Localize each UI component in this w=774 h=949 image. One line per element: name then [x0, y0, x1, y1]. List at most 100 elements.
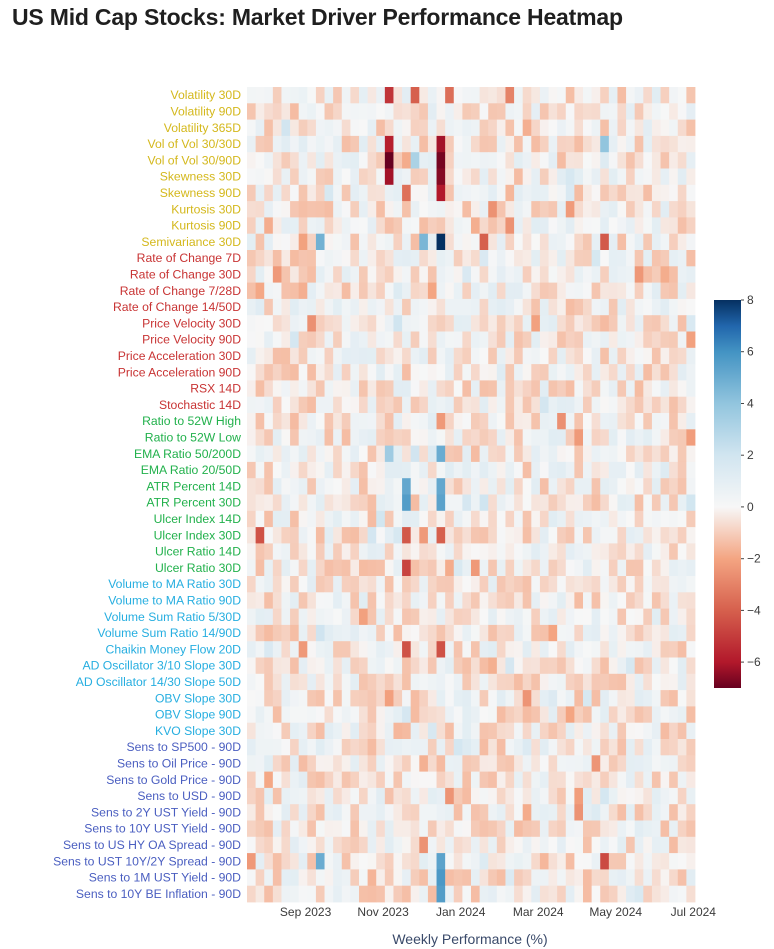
heatmap-cell — [651, 266, 661, 283]
heatmap-cell — [247, 331, 257, 349]
heatmap-cell — [402, 478, 412, 495]
heatmap-cell — [583, 853, 593, 870]
heatmap-cell — [281, 820, 291, 838]
heatmap-cell — [255, 233, 265, 251]
heatmap-cell — [341, 217, 351, 235]
heatmap-cell — [531, 885, 541, 903]
heatmap-cell — [591, 787, 601, 805]
heatmap-cell — [453, 673, 463, 691]
heatmap-cell — [651, 152, 661, 169]
heatmap-cell — [634, 690, 644, 707]
heatmap-cell — [247, 282, 257, 300]
heatmap-cell — [307, 250, 317, 267]
heatmap-cell — [307, 152, 317, 169]
row-label: Vol of Vol 30/30D — [147, 137, 241, 151]
heatmap-cell — [419, 445, 429, 463]
heatmap-cell — [617, 103, 627, 120]
heatmap-cell — [522, 722, 532, 740]
heatmap-cell — [651, 119, 661, 137]
heatmap-cell — [410, 298, 420, 316]
heatmap-cell — [505, 168, 515, 186]
heatmap-cell — [626, 331, 636, 349]
heatmap-cell — [479, 233, 489, 251]
heatmap-cell — [445, 119, 455, 137]
heatmap-cell — [660, 478, 670, 495]
heatmap-cell — [419, 217, 429, 235]
heatmap-cell — [643, 119, 653, 137]
heatmap-cell — [471, 608, 481, 626]
heatmap-cell — [272, 494, 282, 512]
heatmap-cell — [462, 152, 472, 169]
heatmap-cell — [677, 233, 687, 251]
heatmap-cell — [393, 152, 403, 169]
heatmap-cell — [531, 233, 541, 251]
heatmap-cell — [324, 347, 334, 365]
heatmap-cell — [255, 461, 265, 479]
heatmap-cell — [384, 103, 394, 120]
heatmap-cell — [617, 869, 627, 887]
heatmap-cell — [583, 510, 593, 528]
heatmap-cell — [660, 592, 670, 609]
heatmap-cell — [583, 706, 593, 724]
heatmap-cell — [496, 364, 506, 381]
heatmap-cell — [608, 673, 618, 691]
heatmap-cell — [272, 510, 282, 528]
heatmap-cell — [574, 201, 584, 218]
heatmap-cell — [376, 853, 386, 870]
heatmap-cell — [583, 315, 593, 332]
heatmap-cell — [539, 869, 549, 887]
heatmap-cell — [505, 690, 515, 707]
heatmap-cell — [471, 787, 481, 805]
heatmap-cell — [565, 478, 575, 495]
heatmap-cell — [436, 233, 446, 251]
heatmap-cell — [376, 347, 386, 365]
heatmap-cell — [565, 706, 575, 724]
heatmap-cell — [307, 135, 317, 153]
heatmap-cell — [264, 461, 274, 479]
heatmap-cell — [626, 429, 636, 446]
heatmap-cell — [574, 396, 584, 414]
heatmap-cell — [315, 510, 325, 528]
heatmap-cell — [574, 885, 584, 903]
heatmap-cell — [471, 885, 481, 903]
heatmap-cell — [514, 413, 524, 430]
heatmap-cell — [617, 119, 627, 137]
heatmap-cell — [686, 722, 696, 740]
heatmap-cell — [462, 559, 472, 577]
heatmap-cell — [496, 184, 506, 202]
heatmap-cell — [324, 152, 334, 169]
heatmap-cell — [471, 201, 481, 218]
heatmap-cell — [505, 624, 515, 642]
heatmap-cell — [669, 315, 679, 332]
heatmap-cell — [281, 836, 291, 854]
heatmap-cell — [617, 331, 627, 349]
heatmap-cell — [445, 184, 455, 202]
heatmap-cell — [677, 559, 687, 577]
heatmap-cell — [315, 755, 325, 772]
heatmap-cell — [505, 282, 515, 300]
heatmap-cell — [462, 853, 472, 870]
heatmap-cell — [669, 87, 679, 104]
heatmap-cell — [453, 755, 463, 772]
heatmap-cell — [333, 608, 343, 626]
heatmap-cell — [419, 576, 429, 593]
heatmap-cell — [479, 836, 489, 854]
heatmap-cell — [315, 722, 325, 740]
heatmap-cell — [324, 543, 334, 561]
heatmap-cell — [608, 233, 618, 251]
heatmap-cell — [324, 119, 334, 137]
heatmap-cell — [548, 413, 558, 430]
heatmap-cell — [471, 184, 481, 202]
heatmap-cell — [307, 103, 317, 120]
heatmap-cell — [617, 282, 627, 300]
heatmap-cell — [367, 217, 377, 235]
heatmap-cell — [608, 152, 618, 169]
heatmap-cell — [419, 641, 429, 658]
heatmap-cell — [272, 592, 282, 609]
heatmap-cell — [514, 641, 524, 658]
heatmap-cell — [367, 168, 377, 186]
heatmap-cell — [419, 168, 429, 186]
heatmap-cell — [315, 641, 325, 658]
heatmap-cell — [367, 445, 377, 463]
heatmap-cell — [608, 804, 618, 821]
